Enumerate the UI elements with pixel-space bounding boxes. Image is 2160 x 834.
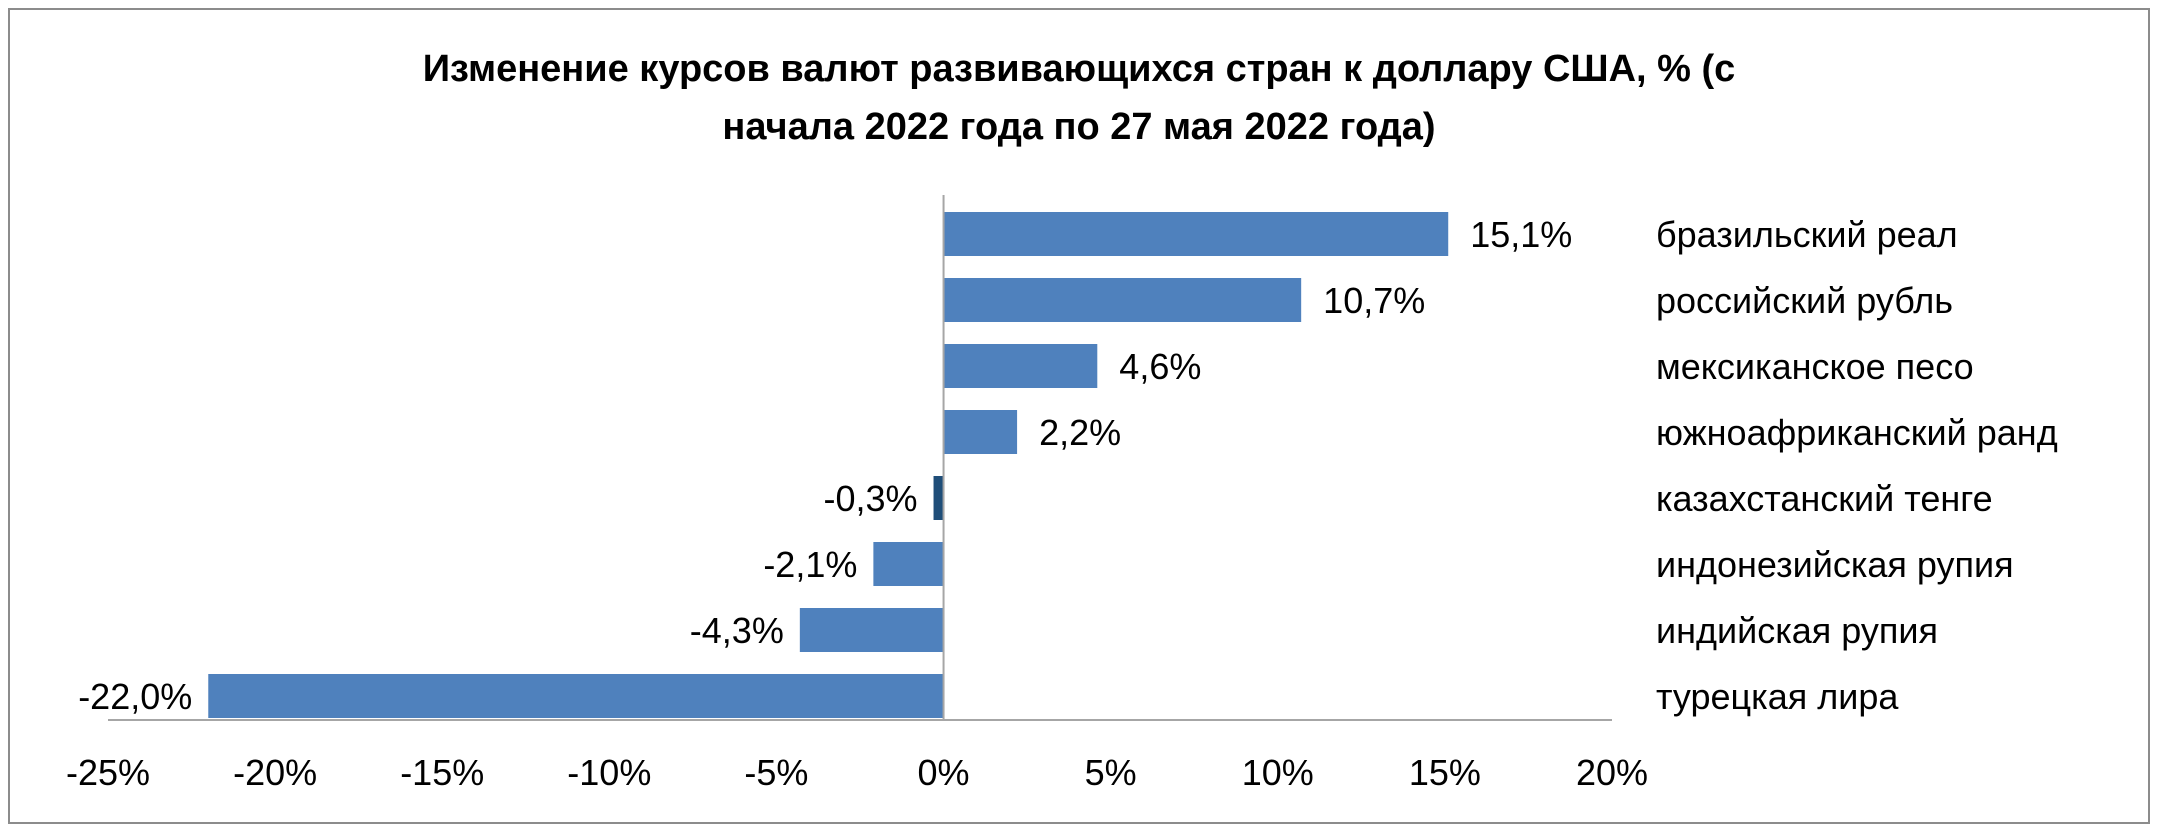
bar [208, 674, 944, 718]
category-label: южноафриканский ранд [1656, 412, 2058, 453]
bar [933, 476, 944, 520]
bar [873, 542, 944, 586]
x-tick-label: 20% [1576, 752, 1648, 793]
chart-title-line-2: начала 2022 года по 27 мая 2022 года) [722, 106, 1436, 148]
bar [943, 344, 1098, 388]
data-label: 10,7% [1323, 280, 1425, 321]
category-label: индонезийская рупия [1656, 544, 2014, 585]
category-label: турецкая лира [1656, 676, 1899, 717]
chart-title-line-1: Изменение курсов валют развивающихся стр… [422, 48, 1736, 90]
data-label: 15,1% [1470, 214, 1572, 255]
category-label: бразильский реал [1656, 214, 1958, 255]
x-tick-label: -20% [233, 752, 317, 793]
x-tick-label: 10% [1242, 752, 1314, 793]
x-tick-label: 0% [918, 752, 970, 793]
x-tick-label: -15% [400, 752, 484, 793]
bar [943, 212, 1449, 256]
category-label: казахстанский тенге [1656, 478, 1993, 519]
category-label: российский рубль [1656, 280, 1953, 321]
chart-title: Изменение курсов валют развивающихся стр… [10, 40, 2148, 156]
bar [943, 410, 1018, 454]
x-tick-label: 5% [1085, 752, 1137, 793]
data-label: 4,6% [1119, 346, 1201, 387]
bar [799, 608, 944, 652]
data-label: -0,3% [823, 478, 917, 519]
data-label: -22,0% [78, 676, 192, 717]
category-label: индийская рупия [1656, 610, 1938, 651]
x-tick-label: 15% [1409, 752, 1481, 793]
x-tick-label: -5% [744, 752, 808, 793]
data-label: -4,3% [690, 610, 784, 651]
bar [943, 278, 1302, 322]
x-tick-label: -25% [66, 752, 150, 793]
category-label: мексиканское песо [1656, 346, 1974, 387]
data-label: 2,2% [1039, 412, 1121, 453]
x-tick-label: -10% [567, 752, 651, 793]
data-label: -2,1% [763, 544, 857, 585]
